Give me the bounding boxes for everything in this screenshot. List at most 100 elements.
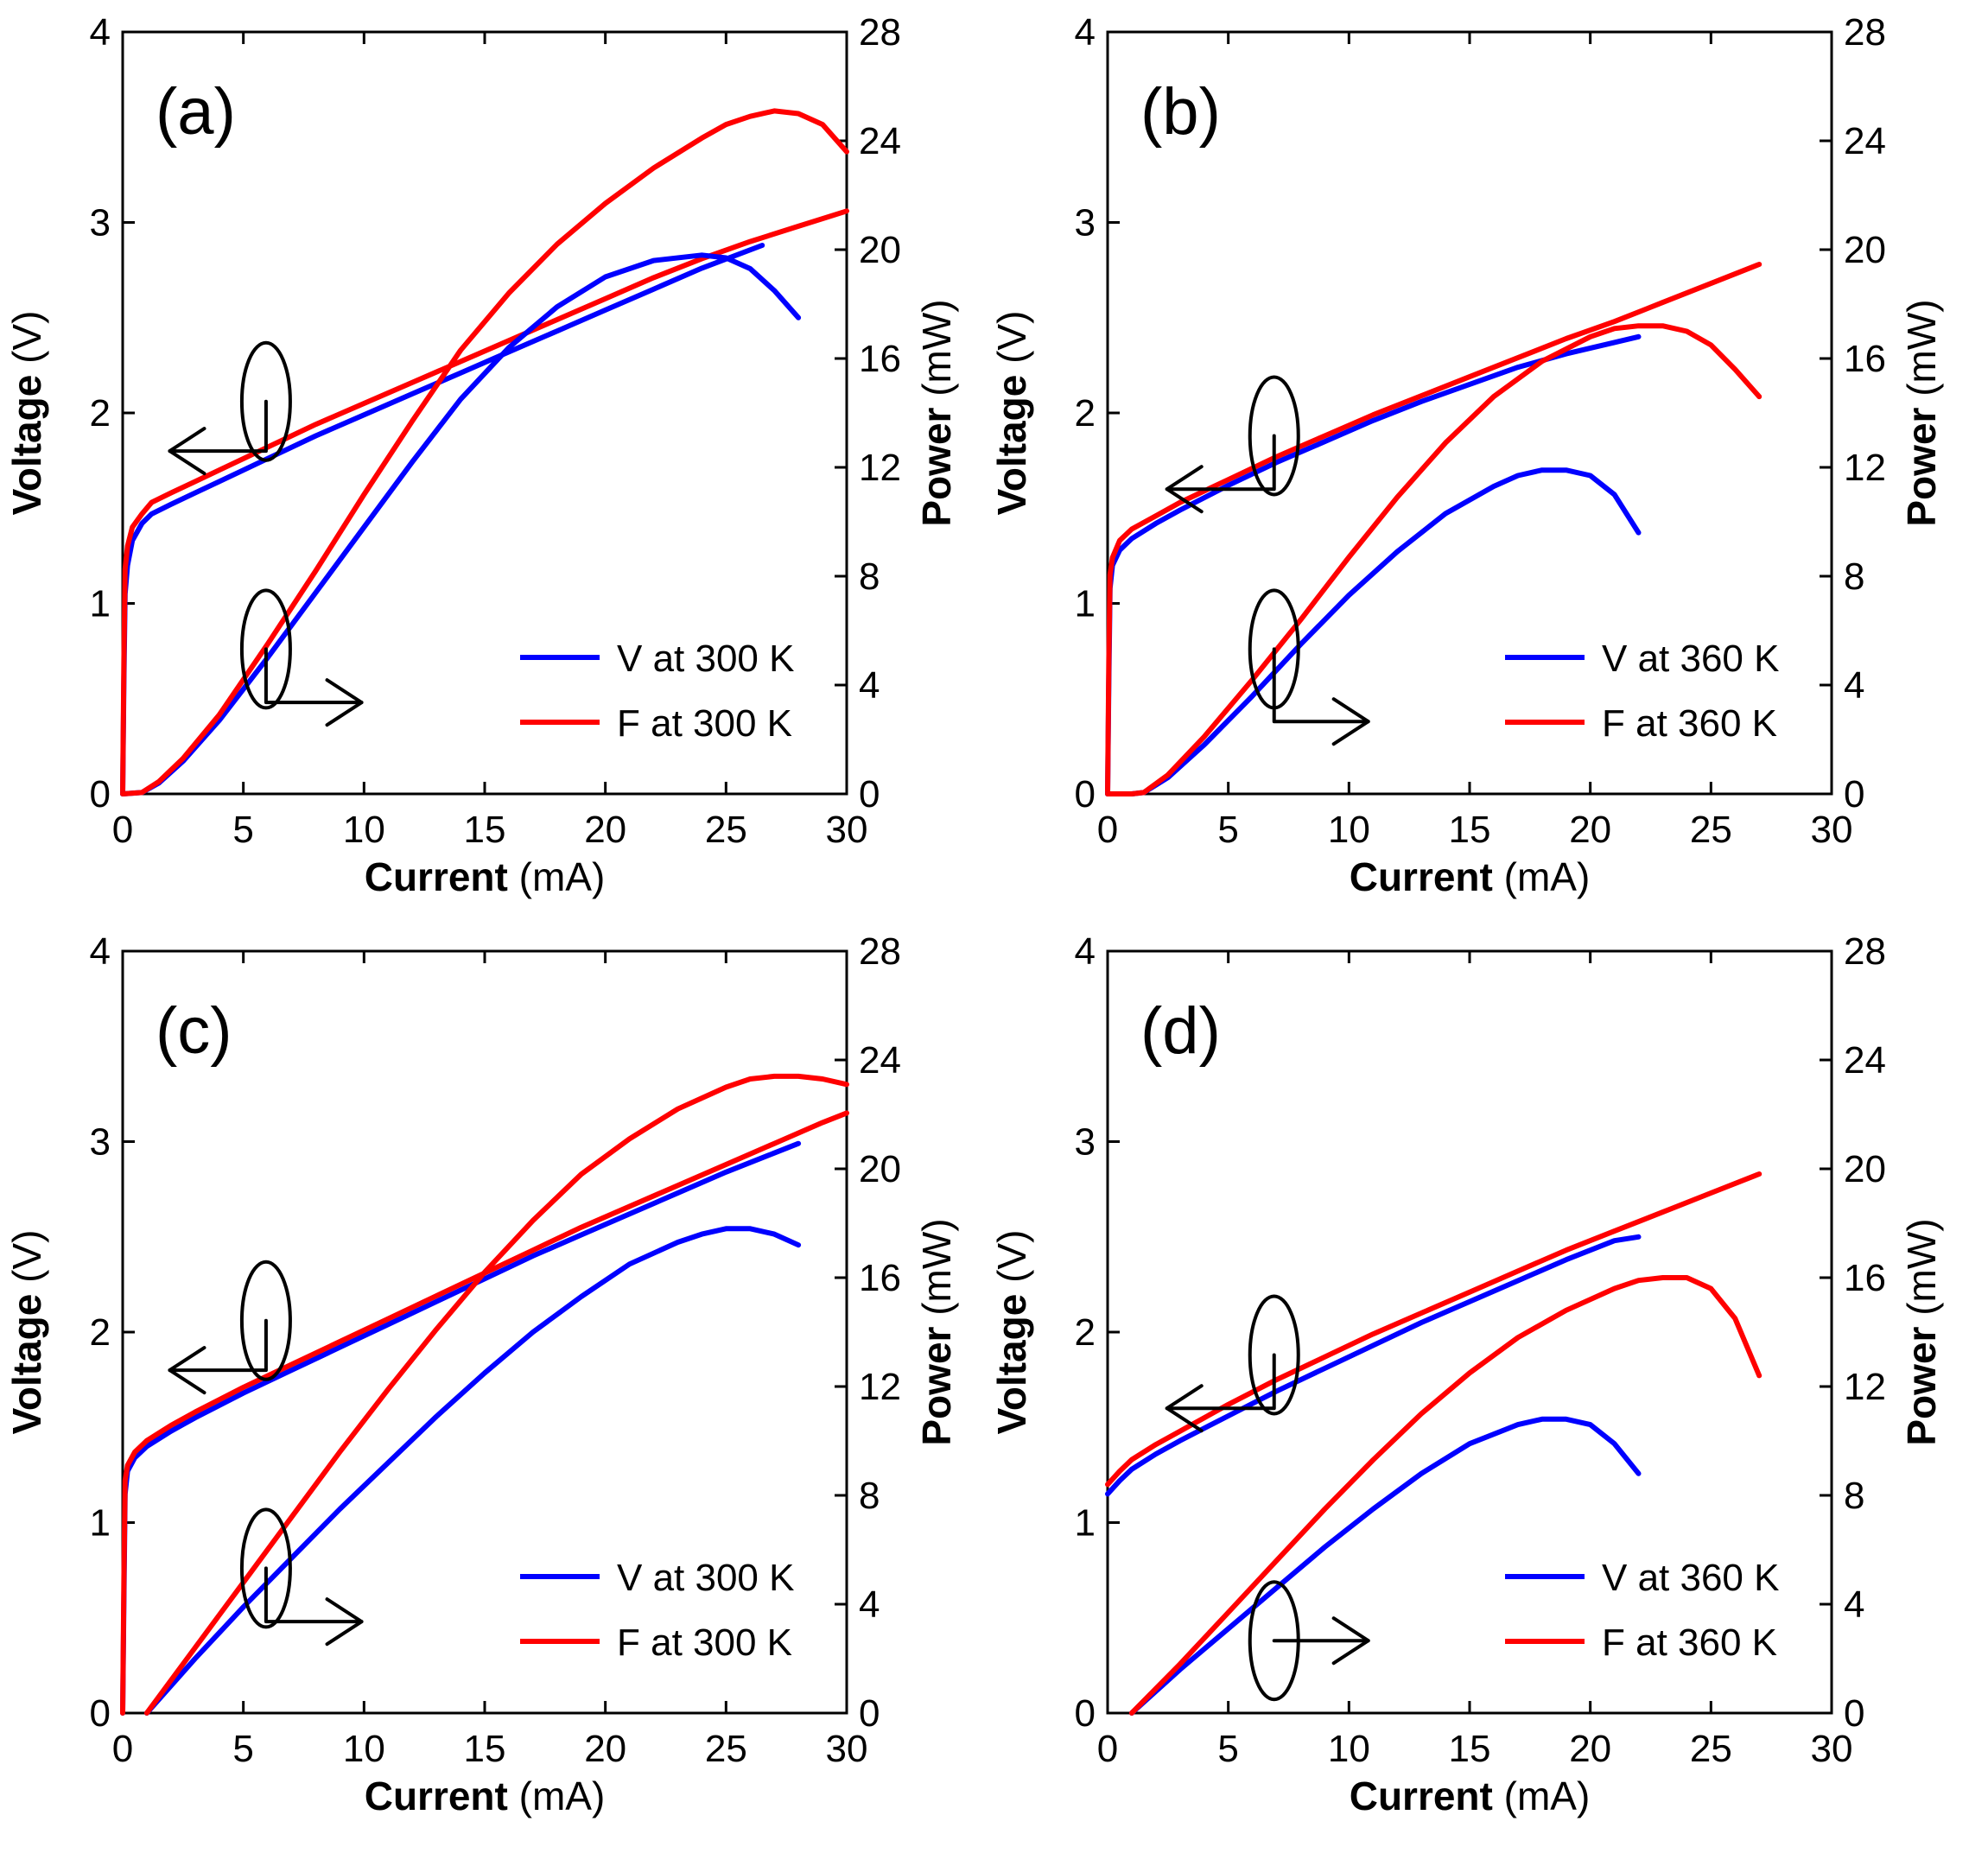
y-axis-title-bold: Voltage xyxy=(4,1294,49,1435)
series-line-V-voltage xyxy=(1105,333,1642,796)
y2-axis-title-bold: Power xyxy=(1899,1326,1944,1445)
x-tick-label: 5 xyxy=(1217,1728,1238,1770)
ellipse-marker xyxy=(239,1507,292,1629)
y2-tick-label: 24 xyxy=(1844,1039,1886,1082)
y2-tick-label: 28 xyxy=(859,930,901,973)
y2-tick-label: 20 xyxy=(859,229,901,271)
x-tick-label: 10 xyxy=(343,1728,385,1770)
ellipse-marker xyxy=(1248,375,1300,497)
y-axis-title: Voltage (V) xyxy=(4,311,49,516)
x-axis-title: Current (mA) xyxy=(365,854,606,899)
y2-tick-label: 0 xyxy=(859,773,880,815)
x-tick-label: 10 xyxy=(343,809,385,851)
legend-label: V at 300 K xyxy=(617,638,794,680)
panel-label: (a) xyxy=(156,75,236,149)
y2-axis-title-bold: Power xyxy=(1899,407,1944,526)
x-tick-label: 10 xyxy=(1328,1728,1370,1770)
y2-tick-label: 4 xyxy=(1844,664,1864,707)
y-tick-label: 4 xyxy=(90,11,111,54)
ellipse-marker xyxy=(239,588,292,710)
series-line-V-voltage xyxy=(1105,1234,1642,1497)
y2-axis-title-space xyxy=(1899,397,1944,408)
y-tick-label: 4 xyxy=(1075,930,1096,973)
y-axis-title-unit: (V) xyxy=(4,311,49,364)
x-axis-title-bold: Current xyxy=(365,1774,508,1818)
y2-tick-label: 12 xyxy=(859,447,901,489)
y2-tick-label: 12 xyxy=(1844,1366,1886,1408)
legend: V at 360 K F at 360 K xyxy=(1505,638,1779,745)
x-axis-title-bold: Current xyxy=(365,854,508,899)
y-tick-label: 0 xyxy=(1075,1692,1096,1735)
x-tick-label: 30 xyxy=(826,809,868,851)
y2-axis-title-space xyxy=(1899,1316,1944,1327)
y-tick-label: 1 xyxy=(90,583,111,625)
power-axis-marker xyxy=(1248,1580,1370,1702)
arrow-icon xyxy=(264,1566,364,1624)
ellipse-marker xyxy=(239,1260,292,1381)
power-axis-marker xyxy=(239,588,364,727)
x-tick-label: 0 xyxy=(1097,1728,1118,1770)
x-axis-title-unit: (mA) xyxy=(519,854,606,899)
y2-tick-label: 20 xyxy=(859,1148,901,1190)
x-tick-label: 30 xyxy=(1811,809,1853,851)
y2-axis-title: Power (mW) xyxy=(1899,1218,1944,1445)
series-line-F-voltage xyxy=(120,208,849,796)
y2-tick-label: 8 xyxy=(859,1475,880,1517)
y-tick-label: 2 xyxy=(1075,1311,1096,1354)
y-tick-label: 2 xyxy=(90,392,111,435)
y2-axis-title: Power (mW) xyxy=(914,1218,959,1445)
x-axis-title-bold: Current xyxy=(1350,1774,1493,1818)
y-tick-label: 3 xyxy=(1075,202,1096,244)
x-tick-label: 15 xyxy=(1449,1728,1491,1770)
y-axis-title-space xyxy=(4,364,49,375)
legend: V at 300 K F at 300 K xyxy=(520,1557,794,1664)
y2-tick-label: 20 xyxy=(1844,229,1886,271)
y-tick-label: 3 xyxy=(90,1121,111,1164)
power-axis-marker xyxy=(239,1507,364,1647)
legend-label: V at 360 K xyxy=(1602,1557,1779,1599)
x-tick-label: 5 xyxy=(232,1728,253,1770)
arrow-head-icon xyxy=(1165,465,1204,514)
y-axis-title: Voltage (V) xyxy=(989,311,1034,516)
x-tick-label: 15 xyxy=(464,809,506,851)
y-tick-label: 2 xyxy=(90,1311,111,1354)
voltage-axis-marker xyxy=(168,1260,292,1395)
arrow-icon xyxy=(168,399,268,454)
x-tick-label: 25 xyxy=(705,1728,747,1770)
y2-tick-label: 24 xyxy=(1844,120,1886,162)
x-tick-label: 20 xyxy=(584,1728,626,1770)
arrow-icon xyxy=(1165,1353,1276,1411)
x-tick-label: 0 xyxy=(112,1728,133,1770)
y-axis-title: Voltage (V) xyxy=(989,1230,1034,1435)
panel-label: (b) xyxy=(1140,75,1221,149)
x-tick-label: 20 xyxy=(1569,809,1611,851)
x-tick-label: 25 xyxy=(1690,809,1732,851)
series-line-F-power xyxy=(120,108,849,796)
y2-tick-label: 16 xyxy=(1844,338,1886,380)
y2-axis-title-unit: (mW) xyxy=(914,1218,959,1315)
y2-tick-label: 8 xyxy=(1844,1475,1864,1517)
x-tick-label: 20 xyxy=(1569,1728,1611,1770)
x-axis-title-unit: (mA) xyxy=(519,1774,606,1818)
series-line-F-power xyxy=(1128,1275,1763,1716)
legend-label: V at 300 K xyxy=(617,1557,794,1599)
x-tick-label: 10 xyxy=(1328,809,1370,851)
y2-axis-title-bold: Power xyxy=(914,1326,959,1445)
x-tick-label: 0 xyxy=(112,809,133,851)
arrow-head-icon xyxy=(1165,1384,1204,1433)
y-axis-title-unit: (V) xyxy=(989,311,1034,364)
y2-tick-label: 24 xyxy=(859,1039,901,1082)
x-axis-title-space xyxy=(508,854,519,899)
legend-label: F at 360 K xyxy=(1602,1621,1777,1664)
y2-tick-label: 4 xyxy=(859,664,880,707)
series-line-F-voltage xyxy=(1105,1171,1763,1488)
y2-tick-label: 8 xyxy=(1844,555,1864,598)
voltage-axis-marker xyxy=(1165,1294,1300,1433)
y-axis-title-space xyxy=(4,1283,49,1294)
arrow-head-icon xyxy=(325,678,364,727)
legend-label: F at 300 K xyxy=(617,1621,792,1664)
series-line-V-power xyxy=(1105,467,1642,796)
